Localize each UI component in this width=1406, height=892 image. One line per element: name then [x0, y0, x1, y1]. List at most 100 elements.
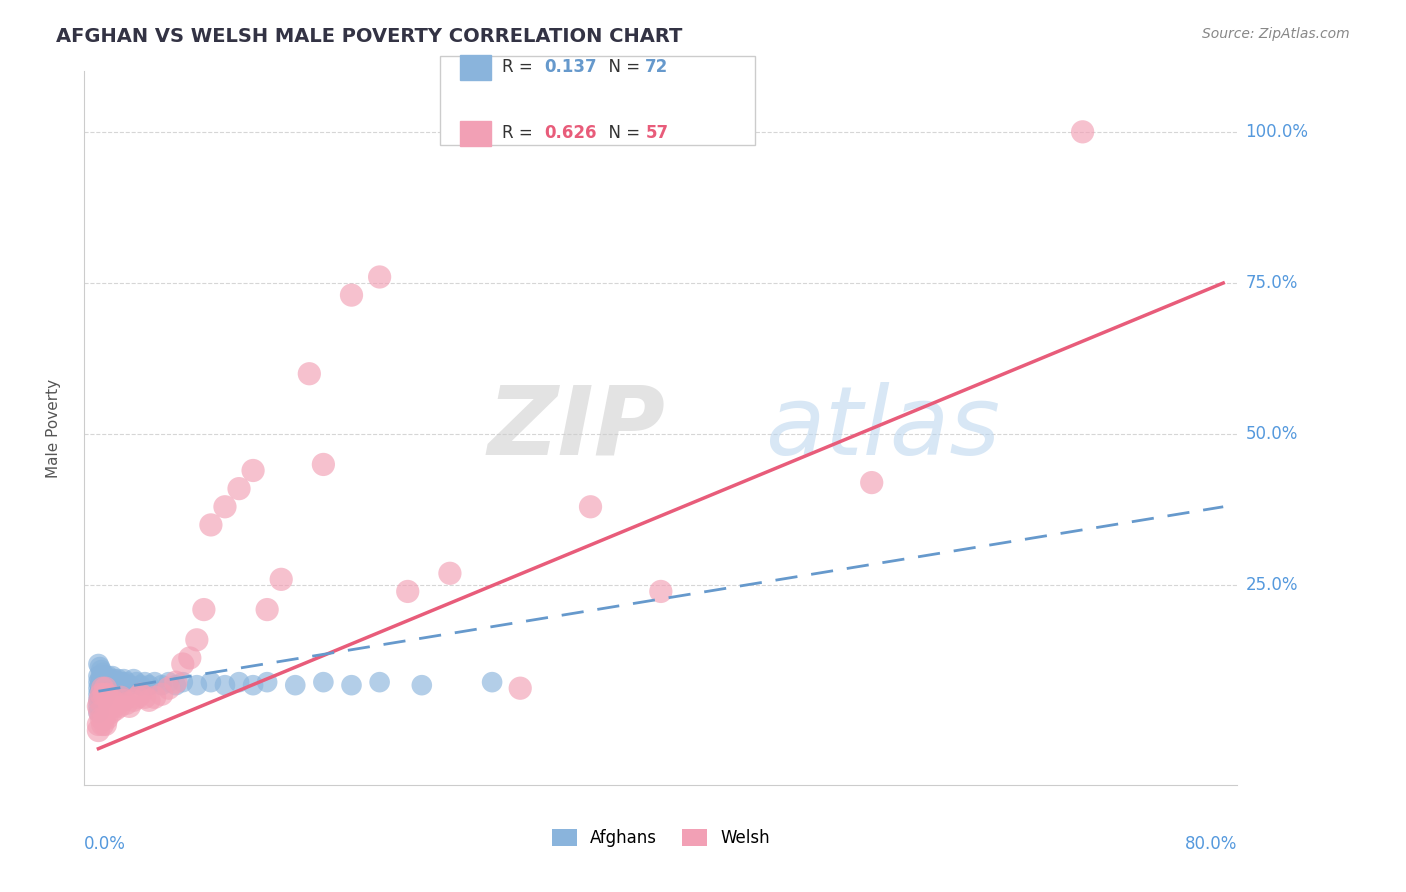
Point: [98, 678, 121, 692]
Point: [87, 699, 110, 714]
Point: [89, 684, 111, 698]
Point: [87, 723, 110, 738]
Text: ZIP: ZIP: [488, 382, 666, 475]
Point: [91, 681, 114, 696]
Text: 100.0%: 100.0%: [1246, 123, 1309, 141]
Point: [312, 675, 335, 690]
Point: [91, 684, 114, 698]
Point: [509, 681, 531, 696]
Point: [100, 706, 122, 720]
Point: [90, 687, 112, 701]
Point: [368, 675, 391, 690]
Point: [91, 678, 114, 692]
Point: [100, 675, 122, 690]
Text: 50.0%: 50.0%: [1246, 425, 1298, 443]
Point: [97, 693, 120, 707]
Point: [97, 675, 120, 690]
Point: [138, 678, 160, 692]
Point: [112, 693, 135, 707]
Point: [270, 572, 292, 586]
Point: [340, 288, 363, 302]
Text: 72: 72: [645, 58, 669, 77]
Point: [96, 687, 118, 701]
Point: [94, 687, 117, 701]
Point: [228, 482, 250, 496]
Point: [118, 678, 141, 692]
Point: [134, 690, 156, 705]
Point: [143, 675, 166, 690]
Text: 0.626: 0.626: [544, 124, 596, 143]
Point: [87, 687, 110, 701]
Point: [87, 681, 110, 696]
Point: [650, 584, 672, 599]
Point: [1071, 125, 1094, 139]
Point: [105, 678, 128, 692]
Point: [103, 699, 125, 714]
Point: [256, 602, 278, 616]
Point: [110, 690, 132, 705]
Point: [98, 699, 121, 714]
Point: [87, 669, 110, 683]
Point: [242, 678, 264, 692]
Text: 0.137: 0.137: [544, 58, 596, 77]
Point: [256, 675, 278, 690]
Text: AFGHAN VS WELSH MALE POVERTY CORRELATION CHART: AFGHAN VS WELSH MALE POVERTY CORRELATION…: [56, 27, 683, 45]
Point: [96, 678, 118, 692]
Point: [396, 584, 419, 599]
Point: [114, 678, 136, 692]
Point: [96, 711, 118, 725]
Point: [105, 696, 128, 710]
Point: [87, 717, 110, 731]
Text: 75.0%: 75.0%: [1246, 274, 1298, 292]
Point: [91, 672, 114, 686]
Point: [150, 678, 173, 692]
Text: R =: R =: [502, 124, 538, 143]
Point: [94, 669, 117, 683]
Point: [242, 463, 264, 477]
Point: [103, 672, 125, 686]
Point: [298, 367, 321, 381]
Point: [90, 711, 112, 725]
Point: [110, 678, 132, 692]
Text: atlas: atlas: [765, 382, 1000, 475]
Point: [87, 699, 110, 714]
Point: [91, 693, 114, 707]
Point: [122, 693, 145, 707]
Point: [108, 675, 131, 690]
Point: [129, 678, 152, 692]
Point: [101, 678, 124, 692]
Point: [125, 675, 148, 690]
Point: [200, 675, 222, 690]
Point: [115, 696, 138, 710]
Point: [129, 687, 152, 701]
Point: [89, 660, 111, 674]
Point: [134, 675, 156, 690]
Point: [96, 672, 118, 686]
Point: [89, 693, 111, 707]
Point: [172, 657, 194, 671]
Point: [107, 672, 129, 686]
Point: [138, 693, 160, 707]
Point: [87, 693, 110, 707]
Point: [87, 675, 110, 690]
Point: [93, 711, 115, 725]
Point: [200, 517, 222, 532]
Point: [94, 681, 117, 696]
Point: [89, 706, 111, 720]
Legend: Afghans, Welsh: Afghans, Welsh: [543, 821, 779, 855]
Text: 57: 57: [645, 124, 668, 143]
Point: [89, 690, 111, 705]
Point: [481, 675, 503, 690]
Text: 80.0%: 80.0%: [1185, 835, 1237, 853]
Point: [89, 678, 111, 692]
Point: [312, 458, 335, 472]
Point: [94, 675, 117, 690]
Point: [228, 675, 250, 690]
Point: [115, 675, 138, 690]
Point: [89, 672, 111, 686]
Point: [94, 717, 117, 731]
Point: [214, 678, 236, 692]
Point: [186, 678, 208, 692]
Point: [284, 678, 307, 692]
Point: [98, 672, 121, 686]
